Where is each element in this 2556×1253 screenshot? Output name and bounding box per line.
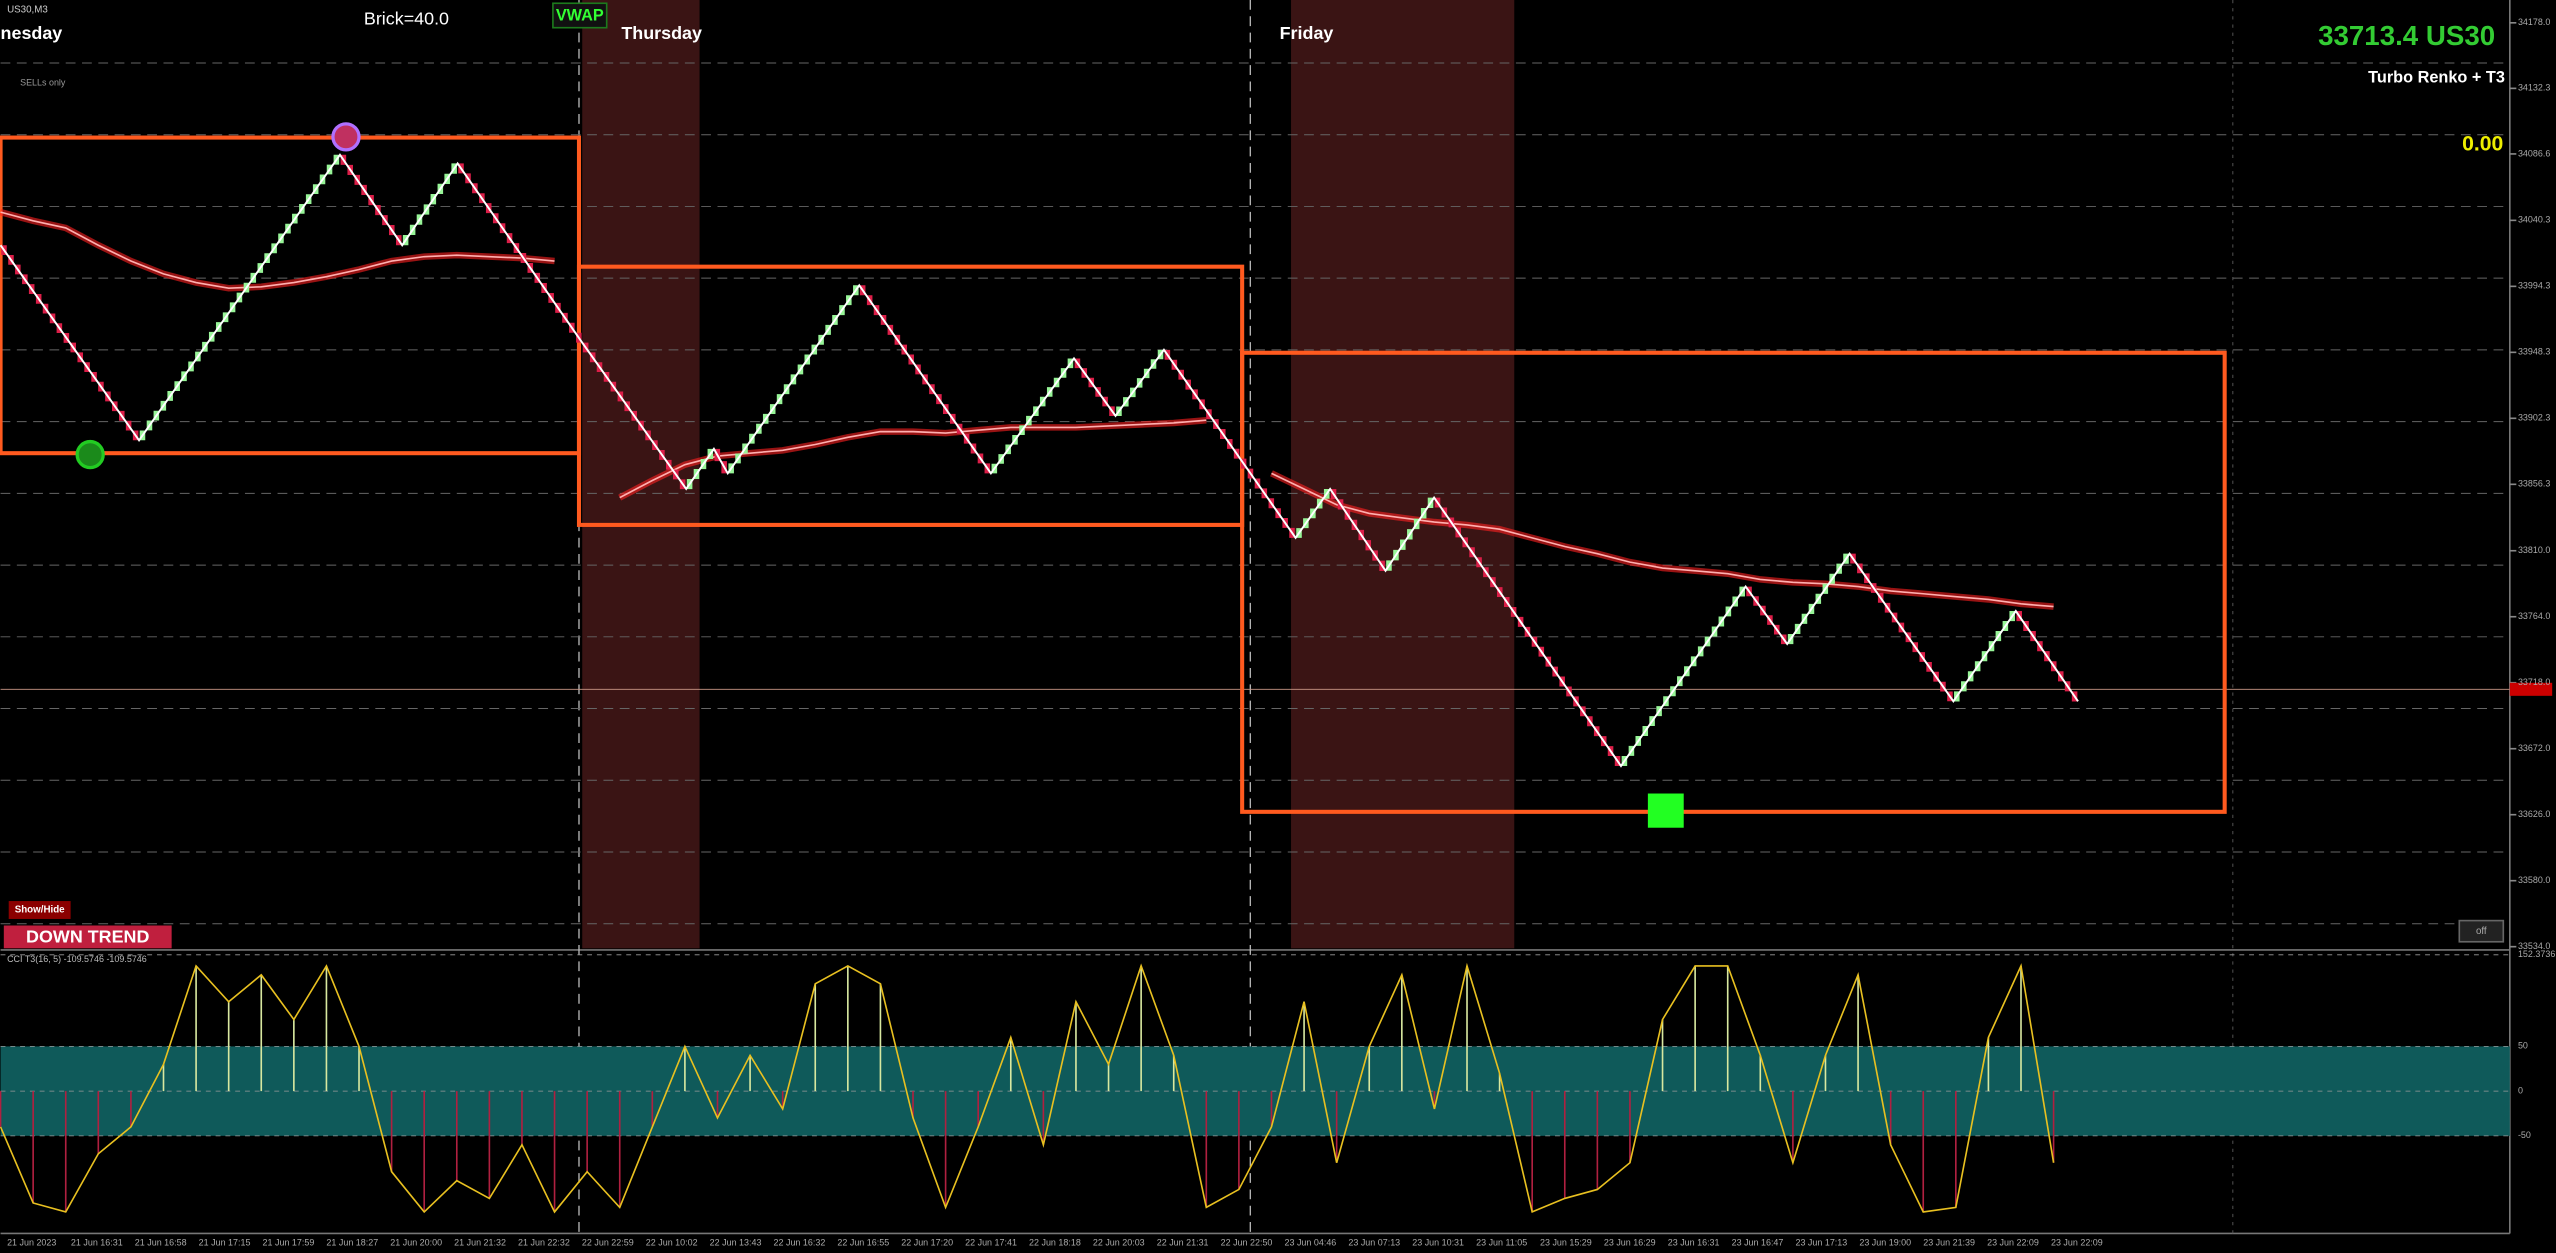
cci-title: CCI T3(16, 5) -109.5746 -109.5746: [7, 954, 147, 964]
grid-layer: [0, 21, 2553, 1137]
y-tick-label: 34178.0: [2518, 17, 2550, 27]
y-tick-label: 33764.0: [2518, 611, 2550, 621]
time-label: 22 Jun 20:03: [1093, 1238, 1145, 1248]
time-label: 22 Jun 16:55: [837, 1238, 889, 1248]
y-tick-label: 33672.0: [2518, 743, 2550, 753]
y-tick-label: 33580.0: [2518, 875, 2550, 885]
marks-layer: [0, 135, 2227, 1214]
off-button-label[interactable]: off: [2476, 926, 2487, 937]
y-tick-label: 33626.0: [2518, 809, 2550, 819]
off-button[interactable]: [2458, 919, 2505, 943]
time-label: 23 Jun 04:46: [1285, 1238, 1337, 1248]
time-label: 22 Jun 17:20: [901, 1238, 953, 1248]
time-label: 23 Jun 17:13: [1795, 1238, 1847, 1248]
signal-marker: [75, 439, 105, 470]
time-label: 21 Jun 18:27: [326, 1238, 378, 1248]
y-tick-label: 34086.6: [2518, 148, 2550, 158]
time-label: 22 Jun 16:32: [774, 1238, 826, 1248]
time-label: 23 Jun 16:47: [1732, 1238, 1784, 1248]
time-label: 23 Jun 16:31: [1668, 1238, 1720, 1248]
time-label: 23 Jun 07:13: [1348, 1238, 1400, 1248]
cci-tick-label: -50: [2518, 1130, 2531, 1140]
time-label: 23 Jun 10:31: [1412, 1238, 1464, 1248]
y-tick-label: 34132.3: [2518, 83, 2550, 93]
time-label: 21 Jun 20:00: [390, 1238, 442, 1248]
time-label: 22 Jun 10:02: [646, 1238, 698, 1248]
cci-tick-label: 50: [2518, 1041, 2528, 1051]
time-label: 23 Jun 15:29: [1540, 1238, 1592, 1248]
show-hide-label[interactable]: Show/Hide: [15, 905, 65, 916]
time-label: 23 Jun 11:05: [1476, 1238, 1527, 1248]
y-tick-label: 33718.0: [2518, 677, 2550, 687]
time-label: 21 Jun 22:32: [518, 1238, 570, 1248]
time-label: 21 Jun 17:15: [199, 1238, 251, 1248]
time-label: 22 Jun 21:31: [1157, 1238, 1209, 1248]
day-label: Thursday: [621, 23, 702, 43]
vwap-button[interactable]: [552, 2, 608, 29]
cci-tick-label: 152.3736: [2518, 949, 2555, 959]
time-label: 22 Jun 13:43: [710, 1238, 762, 1248]
time-label: 22 Jun 17:41: [965, 1238, 1017, 1248]
time-label: 21 Jun 2023: [7, 1238, 56, 1248]
symbol-label: US30,M3: [7, 4, 48, 15]
time-label: 23 Jun 22:09: [2051, 1238, 2103, 1248]
day-label: nesday: [1, 23, 63, 43]
time-label: 23 Jun 22:09: [1987, 1238, 2039, 1248]
y-tick-label: 33856.3: [2518, 479, 2550, 489]
session-shade: [582, 0, 700, 949]
price-title: 33713.4 US30: [2318, 20, 2495, 51]
y-tick-label: 33534.0: [2518, 941, 2550, 951]
session-shade: [1291, 0, 1515, 949]
time-label: 22 Jun 22:50: [1221, 1238, 1273, 1248]
show-hide-button[interactable]: [8, 901, 71, 919]
time-label: 21 Jun 17:59: [263, 1238, 315, 1248]
time-label: 23 Jun 19:00: [1859, 1238, 1911, 1248]
time-label: 22 Jun 18:18: [1029, 1238, 1081, 1248]
signal-marker: [1647, 793, 1684, 828]
time-label: 22 Jun 22:59: [582, 1238, 634, 1248]
bid-tag: [2509, 682, 2553, 696]
t3-line: [0, 153, 2079, 768]
time-label: 21 Jun 21:32: [454, 1238, 506, 1248]
y-tick-label: 34040.3: [2518, 215, 2550, 225]
signal-marker: [331, 122, 361, 152]
pnl-label: 0.00: [2462, 133, 2503, 156]
time-label: 21 Jun 16:31: [71, 1238, 123, 1248]
indicator-name: Turbo Renko + T3: [2368, 69, 2505, 87]
y-tick-label: 33994.3: [2518, 281, 2550, 291]
day-label: Friday: [1280, 23, 1334, 43]
time-label: 23 Jun 16:29: [1604, 1238, 1656, 1248]
cci-tick-label: 0: [2518, 1085, 2523, 1095]
session-box: [1240, 350, 2227, 814]
y-tick-label: 33902.3: [2518, 413, 2550, 423]
brick-size-label: Brick=40.0: [364, 8, 449, 28]
time-label: 23 Jun 21:39: [1923, 1238, 1975, 1248]
trend-label: DOWN TREND: [26, 926, 149, 946]
vwap-button-label[interactable]: VWAP: [556, 7, 604, 25]
y-tick-label: 33948.3: [2518, 347, 2550, 357]
time-label: 21 Jun 16:58: [135, 1238, 187, 1248]
y-tick-label: 33810.0: [2518, 545, 2550, 555]
trend-badge: [3, 925, 172, 949]
cci-line: [0, 962, 2055, 1214]
mode-label: SELLs only: [20, 77, 66, 87]
